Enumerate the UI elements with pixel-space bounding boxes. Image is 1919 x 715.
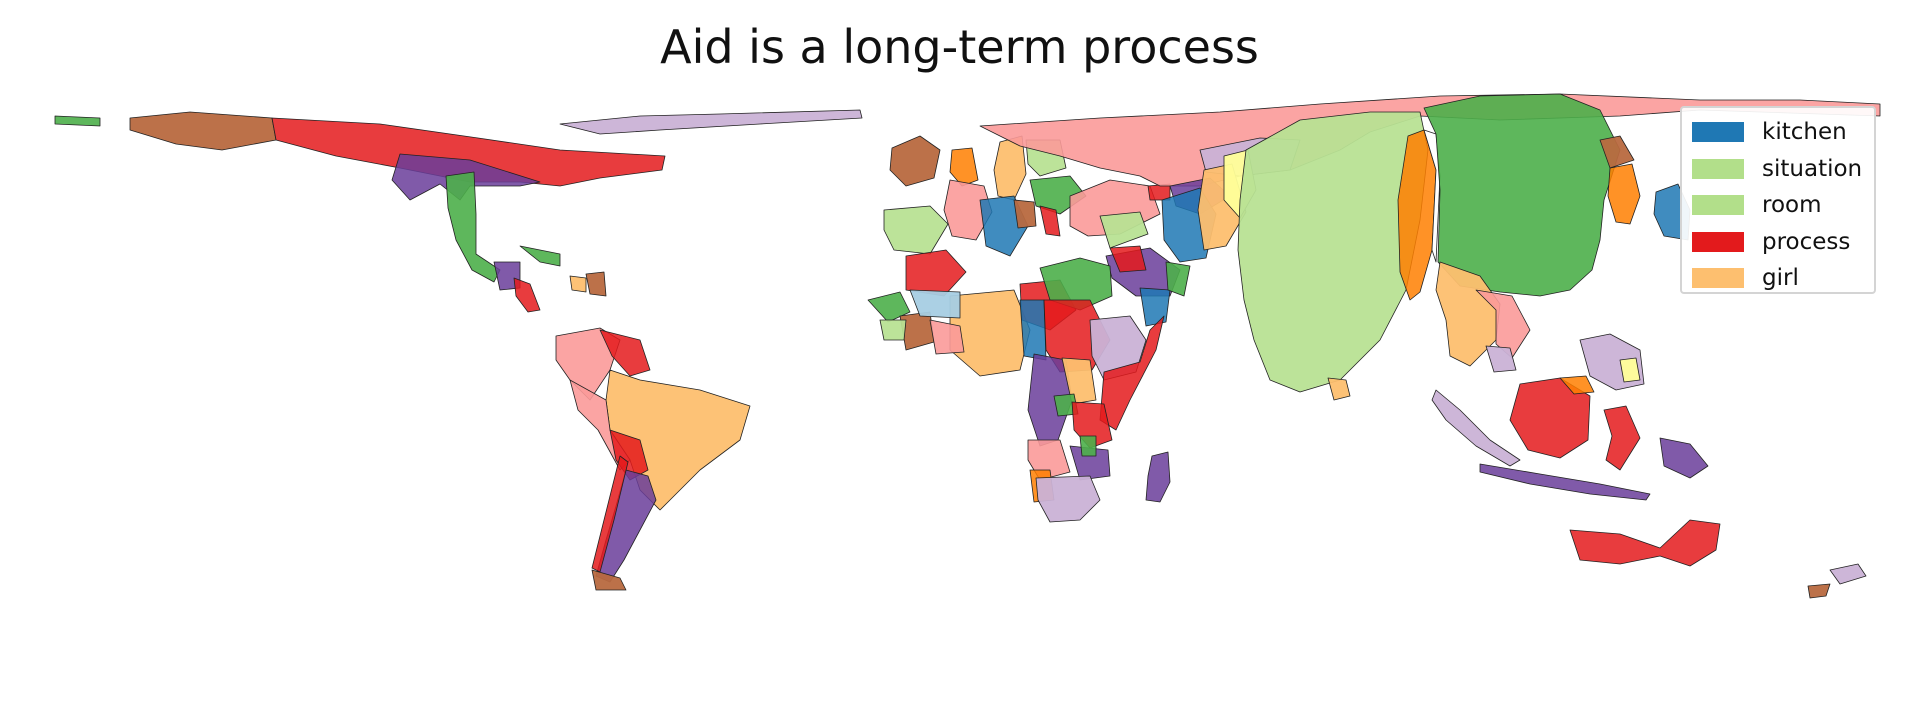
region-alaska (129, 111, 277, 151)
region-mexico (445, 171, 501, 283)
region-chad (1019, 299, 1047, 361)
legend-swatch (1692, 122, 1744, 143)
middle-east-regions (1105, 149, 1257, 327)
asia-regions (1237, 93, 1691, 401)
map-legend: kitchen situation room process girl (1680, 106, 1876, 294)
region-caribbean-3 (569, 275, 587, 293)
region-korea (1607, 163, 1641, 225)
region-gulf (1165, 261, 1191, 297)
legend-entry-girl: girl (1692, 260, 1874, 297)
region-borneo-north (1559, 375, 1595, 395)
region-malawi (1079, 435, 1097, 457)
region-western-europe (943, 179, 993, 241)
south-america-regions (555, 327, 751, 591)
legend-swatch (1692, 231, 1744, 252)
region-arctic-islands (559, 109, 863, 135)
region-china (1423, 93, 1621, 297)
map-title: Aid is a long-term process (660, 20, 1259, 74)
region-new-zealand (1829, 563, 1867, 585)
region-cambodia (1485, 345, 1517, 373)
region-papua (1659, 437, 1709, 479)
legend-label: situation (1762, 155, 1863, 182)
region-iraq (1109, 245, 1147, 273)
europe-regions (883, 135, 1171, 257)
region-iberia (883, 205, 949, 255)
region-canada-usa (271, 117, 666, 187)
legend-swatch (1692, 268, 1744, 289)
region-japan-north (1599, 135, 1635, 169)
region-sulawesi (1603, 405, 1641, 471)
legend-label: process (1762, 228, 1851, 255)
region-turkey (1099, 211, 1149, 249)
region-yemen (1139, 287, 1171, 327)
region-west-africa-3 (909, 289, 961, 319)
region-indochina (1435, 261, 1501, 367)
region-australia (1569, 519, 1721, 567)
region-italy (1039, 205, 1061, 237)
region-madagascar (1145, 451, 1171, 503)
legend-label: room (1762, 192, 1822, 219)
region-arctic-strip (54, 115, 101, 127)
region-java (1479, 463, 1651, 501)
legend-label: kitchen (1762, 119, 1847, 146)
region-uk (949, 147, 979, 187)
legend-label: girl (1762, 265, 1799, 292)
region-venezuela (599, 329, 651, 377)
legend-entry-situation: situation (1692, 151, 1874, 188)
legend-swatch (1692, 158, 1744, 179)
legend-entry-kitchen: kitchen (1692, 114, 1874, 151)
legend-entry-room: room (1692, 187, 1874, 224)
oceania-regions (1431, 375, 1867, 599)
region-iceland (889, 135, 941, 187)
legend-entry-process: process (1692, 224, 1874, 261)
region-balkans (1013, 199, 1037, 229)
region-morocco (905, 249, 967, 297)
region-drc (1061, 357, 1097, 405)
africa-regions (867, 249, 1171, 523)
north-america-regions (54, 109, 863, 313)
region-new-zealand-south (1807, 583, 1831, 599)
region-mali (879, 319, 907, 341)
region-algeria (949, 289, 1031, 377)
region-sri-lanka (1327, 377, 1351, 401)
region-nigeria (929, 319, 965, 355)
region-panama (513, 277, 541, 313)
legend-swatch (1692, 195, 1744, 216)
region-indonesia-west (1431, 389, 1521, 467)
region-west-africa-1 (867, 291, 911, 323)
region-caribbean-1 (519, 245, 561, 267)
region-south-africa (1035, 475, 1101, 523)
region-caribbean-2 (585, 271, 607, 297)
region-philippines-2 (1619, 357, 1641, 383)
region-india (1237, 111, 1429, 393)
region-patagonia (591, 569, 627, 591)
